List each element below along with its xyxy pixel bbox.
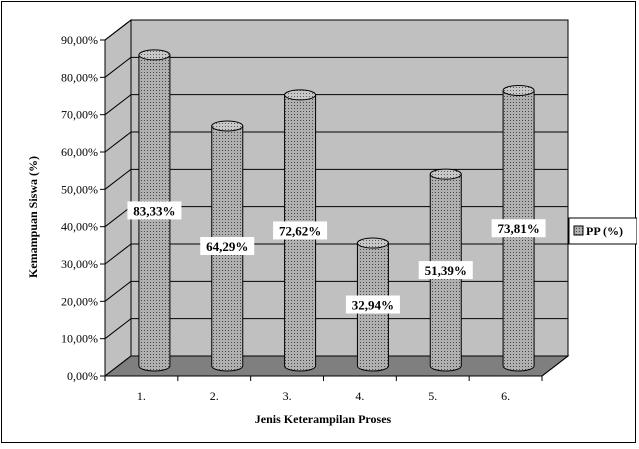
data-label-text: 51,39%: [425, 263, 467, 278]
data-label-bg: [273, 221, 328, 240]
data-label-text: 83,33%: [133, 203, 175, 218]
y-tick-label: 60,00%: [61, 145, 98, 159]
x-tick-label: 2.: [210, 389, 219, 403]
y-axis-title: Kemampuan Siswa (%): [26, 156, 40, 278]
y-tick-label: 20,00%: [61, 294, 98, 308]
data-label: 83,33%: [127, 201, 182, 220]
y-axis-ticks: 0,00% 10,00% 20,00% 30,00% 40,00% 50,00% 60,00…: [61, 33, 105, 383]
bar-top: [138, 49, 171, 61]
x-tick-label: 5.: [428, 389, 437, 403]
gridlines: [104, 19, 568, 340]
data-label-bg: [418, 261, 473, 280]
bar-top: [356, 237, 389, 249]
x-tick-label: 6.: [501, 389, 510, 403]
gridline-side: [104, 19, 132, 41]
data-label-bg: [127, 201, 182, 220]
y-tick-label: 40,00%: [61, 220, 98, 234]
data-label-bg: [345, 295, 400, 314]
legend-label: PP (%): [586, 224, 623, 238]
chart-side-wall: [104, 18, 132, 378]
gridline-side: [104, 243, 132, 265]
data-label-text: 32,94%: [352, 298, 394, 313]
x-tick-label: 4.: [355, 389, 364, 403]
floor-edge: [541, 355, 569, 377]
gridline-side: [104, 168, 132, 190]
chart: 0,00% 10,00% 20,00% 30,00% 40,00% 50,00% 60,00…: [26, 18, 638, 426]
x-tick-label: 3.: [283, 389, 292, 403]
data-label: 72,62%: [273, 221, 328, 240]
data-label: 73,81%: [491, 219, 546, 238]
data-label-text: 72,62%: [279, 223, 321, 238]
data-label: 32,94%: [345, 295, 400, 314]
data-label-bg: [491, 219, 546, 238]
bar-top: [502, 84, 535, 96]
bar-top: [284, 89, 317, 101]
data-labels: 83,33% 64,29% 72,62% 32,94% 51,39% 73,81%: [127, 201, 546, 314]
data-label: 51,39%: [418, 261, 473, 280]
gridline-side: [104, 206, 132, 228]
gridline-side: [104, 280, 132, 302]
y-tick-label: 90,00%: [61, 33, 98, 47]
y-tick-label: 0,00%: [67, 369, 98, 383]
y-tick-label: 70,00%: [61, 108, 98, 122]
data-label-text: 64,29%: [206, 239, 248, 254]
data-label-bg: [200, 236, 255, 255]
x-axis-title: Jenis Keterampilan Proses: [255, 412, 392, 426]
y-tick-label: 80,00%: [61, 70, 98, 84]
y-tick-label: 10,00%: [61, 332, 98, 346]
legend-swatch: [573, 225, 584, 236]
data-label: 64,29%: [200, 236, 255, 255]
bar-top: [211, 120, 244, 132]
gridline-side: [104, 56, 132, 78]
gridline-side: [104, 131, 132, 153]
y-tick-label: 30,00%: [61, 257, 98, 271]
legend: PP (%): [568, 217, 638, 245]
x-tick-label: 1.: [137, 389, 146, 403]
chart-floor: [103, 355, 570, 377]
y-tick-label: 50,00%: [61, 182, 98, 196]
gridline-side: [104, 94, 132, 116]
gridline-side: [104, 318, 132, 340]
x-axis-ticks: 1. 2. 3. 4. 5. 6.: [104, 376, 543, 403]
data-label-text: 73,81%: [497, 221, 539, 236]
bar-top: [429, 168, 462, 180]
